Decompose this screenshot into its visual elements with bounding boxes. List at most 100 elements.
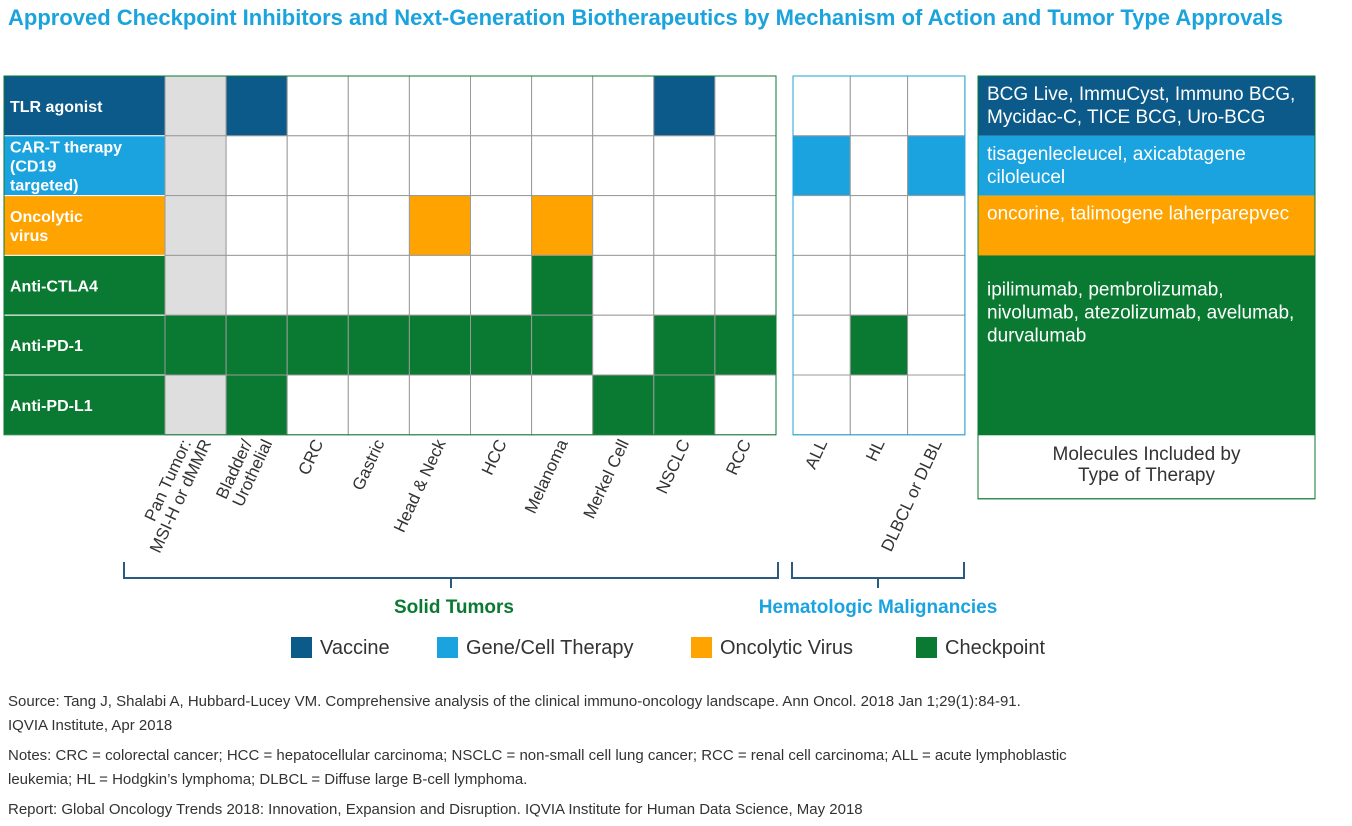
row-label: Oncolytic: [10, 209, 83, 226]
legend-label-vaccine: Vaccine: [320, 637, 390, 659]
notes-line-2: leukemia; HL = Hodgkin’s lymphoma; DLBCL…: [8, 771, 528, 788]
solid-column-label: Gastric: [349, 436, 389, 493]
solid-column-label: Head & Neck: [390, 436, 450, 535]
solid-tumor-cell: [347, 135, 410, 197]
heme-cell: [849, 135, 909, 197]
solid-column-label: HCC: [478, 436, 511, 477]
solid-tumor-cell: [592, 254, 655, 316]
legend-label-checkpoint: Checkpoint: [945, 637, 1046, 659]
solid-tumor-cell: [164, 195, 227, 256]
molecules-text: ipilimumab, pembrolizumab,: [987, 279, 1224, 300]
solid-tumor-cell: [286, 374, 349, 436]
heme-cell: [849, 75, 909, 137]
heme-cell: [849, 374, 909, 436]
solid-tumor-cell: [408, 254, 471, 316]
solid-tumor-cell: [286, 75, 349, 137]
heme-cell: [907, 374, 966, 436]
molecules-text: nivolumab, atezolizumab, avelumab,: [987, 302, 1294, 323]
solid-tumor-cell: [164, 135, 227, 197]
solid-tumor-cell: [347, 254, 410, 316]
molecules-cell: [978, 76, 1315, 136]
heme-cell: [849, 195, 909, 256]
solid-tumor-cell: [470, 75, 533, 137]
solid-tumor-cell: [225, 374, 288, 436]
solid-tumor-cell: [286, 195, 349, 256]
row-label: (CD19: [10, 159, 56, 176]
solid-tumor-cell: [408, 75, 471, 137]
solid-tumor-cell: [714, 314, 777, 376]
heme-cell: [907, 254, 966, 316]
legend-swatch-oncolytic: [691, 637, 712, 658]
solid-tumor-cell: [347, 374, 410, 436]
solid-tumor-cell: [286, 254, 349, 316]
solid-tumor-cell: [408, 374, 471, 436]
heme-cell: [907, 195, 966, 256]
heme-cell: [792, 195, 851, 256]
solid-tumor-cell: [347, 195, 410, 256]
solid-tumor-cell: [225, 195, 288, 256]
legend-swatch-vaccine: [291, 637, 312, 658]
solid-tumor-cell: [653, 314, 716, 376]
heme-bracket: [791, 562, 965, 588]
row-label: virus: [10, 228, 48, 245]
solid-tumor-cell: [653, 75, 716, 137]
solid-tumor-cell: [286, 314, 349, 376]
solid-tumor-cell: [347, 75, 410, 137]
solid-tumor-cell: [653, 374, 716, 436]
solid-tumor-cell: [470, 254, 533, 316]
solid-tumor-cell: [714, 75, 777, 137]
solid-tumors-bracket: [123, 562, 779, 588]
molecules-text: durvalumab: [987, 325, 1086, 346]
solid-tumor-cell: [225, 135, 288, 197]
heme-cell: [792, 135, 851, 197]
solid-tumor-cell: [714, 135, 777, 197]
row-label-cell: [3, 195, 166, 256]
solid-tumor-cell: [653, 254, 716, 316]
solid-tumor-cell: [653, 195, 716, 256]
solid-tumor-cell: [592, 314, 655, 376]
heme-grid-border: [792, 75, 966, 436]
molecules-header: Molecules Included by: [1053, 444, 1241, 465]
solid-tumor-cell: [714, 195, 777, 256]
heme-label: Hematologic Malignancies: [759, 597, 998, 618]
solid-tumor-cell: [531, 314, 594, 376]
molecules-cell: [978, 195, 1315, 256]
row-label: CAR-T therapy: [10, 140, 122, 157]
notes-line-1: Notes: CRC = colorectal cancer; HCC = he…: [8, 747, 1067, 764]
row-label: Anti-CTLA4: [10, 278, 98, 295]
solid-tumor-cell: [164, 75, 227, 137]
molecules-text: Mycidac-C, TICE BCG, Uro-BCG: [987, 107, 1265, 128]
solid-tumor-cell: [592, 135, 655, 197]
solid-tumor-cell: [714, 254, 777, 316]
molecules-text: ciloleucel: [987, 167, 1065, 188]
heme-cell: [792, 254, 851, 316]
row-label-cell: [3, 135, 166, 197]
molecules-text: oncorine, talimogene laherparepvec: [987, 204, 1289, 225]
solid-tumor-cell: [347, 314, 410, 376]
solid-tumor-cell: [164, 314, 227, 376]
molecules-text: tisagenlecleucel, axicabtagene: [987, 144, 1246, 165]
report-line: Report: Global Oncology Trends 2018: Inn…: [8, 801, 863, 818]
legend-label-gene_cell: Gene/Cell Therapy: [466, 637, 634, 659]
molecules-header: Type of Therapy: [1078, 465, 1215, 486]
heme-column-label: ALL: [801, 436, 831, 471]
heme-column-label: DLBCL or DLBL: [877, 436, 945, 554]
solid-tumor-cell: [714, 374, 777, 436]
legend-label-oncolytic: Oncolytic Virus: [720, 637, 853, 659]
solid-column-label: Merkel Cell: [580, 436, 633, 521]
heme-cell: [907, 314, 966, 376]
molecules-panel-border: [977, 75, 1316, 500]
molecules-text: BCG Live, ImmuCyst, Immuno BCG,: [987, 84, 1295, 105]
solid-tumor-cell: [470, 374, 533, 436]
solid-tumor-cell: [470, 135, 533, 197]
row-label: targeted): [10, 178, 78, 195]
legend-swatch-checkpoint: [916, 637, 937, 658]
solid-tumor-cell: [592, 75, 655, 137]
molecules-cell: [978, 255, 1315, 435]
solid-tumor-cell: [225, 254, 288, 316]
solid-tumor-cell: [164, 254, 227, 316]
solid-tumor-cell: [470, 314, 533, 376]
page-title: Approved Checkpoint Inhibitors and Next-…: [8, 5, 1283, 30]
solid-tumor-cell: [408, 314, 471, 376]
solid-grid-border: [3, 75, 777, 436]
